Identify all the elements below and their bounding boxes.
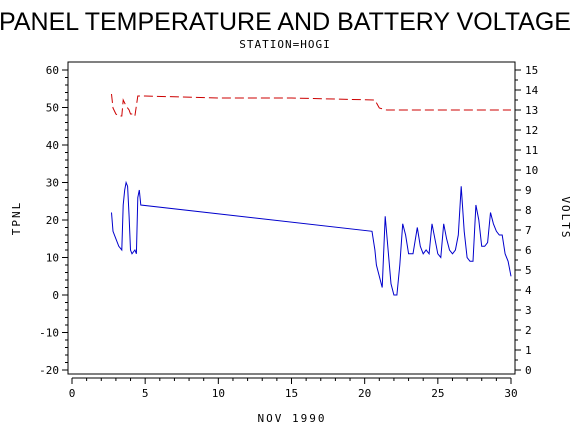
right-tick-label: 8 (525, 204, 532, 217)
x-tick-label: 20 (358, 387, 371, 400)
right-tick-label: 1 (525, 344, 532, 357)
x-tick-label: 30 (504, 387, 517, 400)
battery-voltage-line (111, 93, 511, 118)
left-axis-ticks: -20 -10 0 10 20 30 40 50 60 (39, 64, 68, 377)
right-tick-label: 12 (525, 124, 538, 137)
right-axis-label: VOLTS (559, 196, 570, 239)
left-tick-label: -10 (39, 327, 59, 340)
x-tick-label: 5 (142, 387, 149, 400)
x-tick-label: 15 (285, 387, 298, 400)
x-tick-label: 10 (212, 387, 225, 400)
right-tick-label: 2 (525, 324, 532, 337)
left-tick-label: 60 (46, 64, 59, 77)
right-tick-label: 10 (525, 164, 538, 177)
x-tick-label: 25 (431, 387, 444, 400)
series-group (111, 93, 512, 296)
left-tick-label: 40 (46, 139, 59, 152)
right-tick-label: 13 (525, 104, 538, 117)
left-axis-label: TPNL (10, 201, 23, 236)
left-tick-label: -20 (39, 364, 59, 377)
left-tick-label: 50 (46, 102, 59, 115)
right-tick-label: 14 (525, 84, 539, 97)
right-tick-label: 5 (525, 264, 532, 277)
left-tick-label: 10 (46, 252, 59, 265)
right-tick-label: 7 (525, 224, 532, 237)
left-tick-label: 20 (46, 214, 59, 227)
panel-temperature-line (111, 180, 512, 296)
plot-frame (67, 61, 516, 375)
x-tick-label: 0 (69, 387, 76, 400)
left-tick-label: 0 (52, 289, 59, 302)
x-axis-label: NOV 1990 (258, 412, 327, 425)
x-axis-ticks: 0 5 10 15 20 25 30 (69, 377, 518, 400)
right-tick-label: 9 (525, 184, 532, 197)
right-tick-label: 15 (525, 64, 538, 77)
right-tick-label: 4 (525, 284, 532, 297)
chart-title: PANEL TEMPERATURE AND BATTERY VOLTAGE (0, 8, 570, 36)
right-tick-label: 3 (525, 304, 532, 317)
right-tick-label: 11 (525, 144, 538, 157)
chart-subtitle: STATION=HOGI (239, 38, 330, 51)
right-tick-label: 0 (525, 364, 532, 377)
left-tick-label: 30 (46, 177, 59, 190)
right-tick-label: 6 (525, 244, 532, 257)
